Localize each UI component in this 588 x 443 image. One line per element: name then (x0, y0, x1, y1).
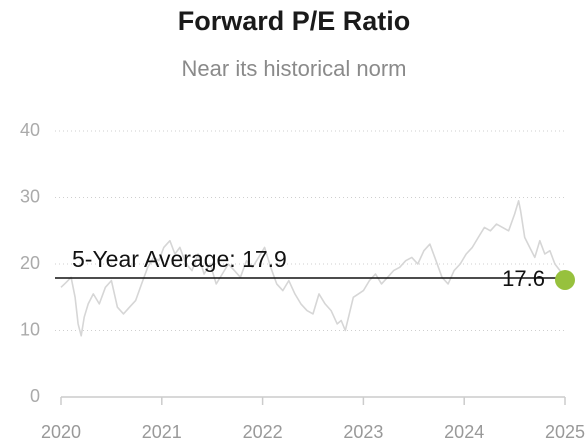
y-tick-label: 40 (20, 120, 40, 140)
x-tick-label: 2022 (243, 422, 283, 442)
x-tick-label: 2023 (343, 422, 383, 442)
x-tick-label: 2025 (545, 422, 585, 442)
chart-subtitle: Near its historical norm (181, 56, 407, 81)
x-axis-ticks: 2020 2021 2022 2023 2024 2025 (41, 397, 585, 442)
average-label: 5-Year Average: 17.9 (72, 246, 287, 272)
y-tick-label: 20 (20, 253, 40, 273)
series-layer (60, 200, 566, 337)
y-tick-label: 30 (20, 186, 40, 206)
grid-lines (55, 130, 565, 398)
pe-series-line (60, 200, 566, 337)
last-value-label: 17.6 (502, 266, 545, 291)
y-tick-label: 10 (20, 319, 40, 339)
y-axis-ticks: 0 10 20 30 40 (20, 120, 40, 406)
x-tick-label: 2020 (41, 422, 81, 442)
last-value-marker (555, 269, 575, 290)
reference-layer: 5-Year Average: 17.9 17.6 (55, 246, 575, 291)
chart-title: Forward P/E Ratio (177, 6, 411, 36)
y-tick-label: 0 (30, 386, 40, 406)
x-tick-label: 2021 (142, 422, 182, 442)
x-tick-label: 2024 (444, 422, 484, 442)
